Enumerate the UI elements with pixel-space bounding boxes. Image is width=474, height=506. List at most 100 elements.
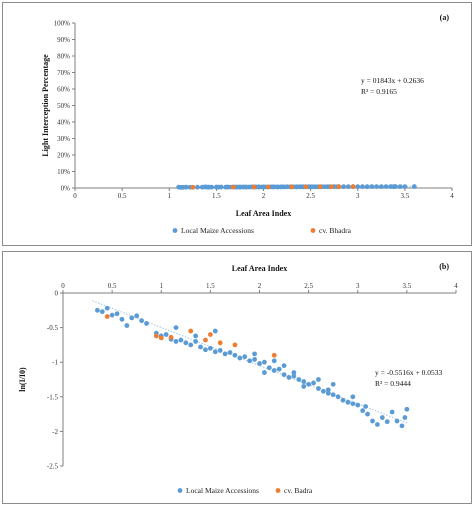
y-tick-label: 50% [57, 102, 70, 110]
y-tick-label: 10% [57, 168, 70, 176]
legend-label: cv. Bhadra [319, 226, 352, 235]
x-tick-label: 4 [450, 192, 454, 200]
legend-marker [275, 488, 281, 493]
data-point-check [207, 332, 213, 337]
y-tick-label: 60% [57, 86, 70, 94]
data-point-local [217, 348, 223, 353]
data-point-local [257, 361, 262, 366]
data-point-local [222, 351, 228, 357]
data-point-local [193, 339, 199, 344]
data-point-local [144, 321, 149, 326]
data-point-local [411, 184, 417, 189]
data-point-local [183, 340, 189, 346]
x-tick-label: 3.5 [401, 192, 410, 200]
x-tick-label: 1.5 [212, 192, 221, 200]
data-point-local [232, 352, 238, 358]
data-point-local [350, 394, 356, 400]
data-point-local [355, 402, 361, 408]
data-point-local [124, 323, 130, 328]
data-point-local [139, 318, 145, 324]
y-axis-title: Light Interception Percentage [41, 54, 50, 157]
x-tick-label: 0 [73, 192, 77, 200]
data-point-local [369, 184, 375, 190]
y-tick-label: -1 [52, 359, 58, 367]
data-point-local [350, 401, 356, 407]
data-point-local [345, 184, 351, 190]
data-point-local [365, 411, 370, 417]
data-point-local [306, 381, 312, 387]
data-point-local [316, 386, 321, 391]
data-point-local [383, 184, 389, 189]
data-point-local [363, 404, 369, 409]
data-point-local [384, 419, 390, 425]
data-point-check [158, 335, 164, 341]
r-squared-value: R² = 0.9165 [361, 87, 397, 96]
x-tick-label: 2 [262, 192, 266, 200]
data-point-local [193, 333, 199, 339]
y-tick-label: 40% [57, 119, 70, 127]
data-point-local [109, 312, 115, 318]
x-axis-title: Leaf Area Index [236, 209, 291, 218]
x-tick-label: 1.5 [206, 282, 215, 290]
y-tick-label: 0% [61, 185, 71, 193]
data-point-local [345, 399, 351, 405]
data-point-local [218, 184, 224, 190]
data-point-local [195, 184, 200, 190]
data-point-local [114, 311, 120, 317]
data-point-local [320, 388, 326, 394]
data-point-check [251, 184, 257, 190]
x-tick-label: 4 [454, 282, 458, 290]
data-point-check [217, 340, 223, 346]
data-point-local [262, 359, 267, 365]
y-tick-label: -1.5 [47, 393, 59, 401]
data-point-local [360, 408, 366, 414]
data-point-local [203, 347, 208, 353]
data-point-local [301, 379, 307, 384]
data-point-local [178, 337, 184, 343]
data-point-local [325, 390, 331, 396]
data-point-local [276, 366, 282, 372]
data-point-local [94, 307, 100, 313]
data-point-local [364, 184, 370, 190]
data-point-check [303, 184, 309, 190]
data-point-check [328, 184, 334, 190]
x-tick-label: 1 [160, 282, 164, 290]
data-point-local [247, 358, 253, 364]
x-axis-title: Leaf Area Index [232, 264, 287, 273]
data-point-local [312, 184, 318, 190]
chart-b-svg: 0 0.5 1 1.5 2 2.5 3 3.5 4 0 -0.5 -1 -1.5 -2 -2.5 Leaf A… [18, 262, 458, 495]
data-point-local [237, 355, 243, 361]
x-tick-label: 0.5 [118, 192, 127, 200]
data-point-local [134, 313, 140, 319]
data-point-local [207, 345, 213, 351]
data-point-check [289, 184, 295, 190]
data-point-local [266, 365, 272, 371]
data-point-local [291, 370, 297, 375]
y-tick-label: 100% [54, 20, 71, 28]
y-tick-label: -2.5 [47, 463, 59, 471]
y-tick-label: 0 [55, 290, 59, 298]
data-point-local [129, 315, 135, 321]
y-tick-label: -0.5 [47, 324, 59, 332]
chart-panel-a: 0 0.5 1 1.5 2 2.5 3 3.5 4 0% 10% 20% 30% 40% 50% 60% 70%… [2, 2, 472, 246]
data-point-local [212, 328, 218, 334]
panel-label: (b) [439, 262, 449, 271]
y-tick-label: -2 [52, 428, 58, 436]
legend-marker [177, 488, 183, 493]
regression-equation: y = 01843x + 0.2636 [361, 76, 424, 85]
data-point-local [256, 184, 262, 190]
x-tick-label: 2.5 [306, 192, 315, 200]
data-point-local [340, 397, 346, 403]
data-point-local [316, 377, 321, 382]
data-point-local [379, 415, 385, 420]
data-point-local [281, 372, 287, 378]
data-point-local [119, 316, 125, 322]
data-point-local [198, 344, 203, 350]
data-point-local [330, 381, 336, 387]
data-point-check [168, 334, 174, 340]
data-point-local [389, 409, 395, 415]
chart-a-svg: 0 0.5 1 1.5 2 2.5 3 3.5 40%10%20%30%40%50%60%70%… [41, 13, 454, 235]
data-point-local [227, 350, 233, 355]
y-tick-label: 30% [57, 135, 70, 143]
data-point-local [275, 184, 281, 190]
